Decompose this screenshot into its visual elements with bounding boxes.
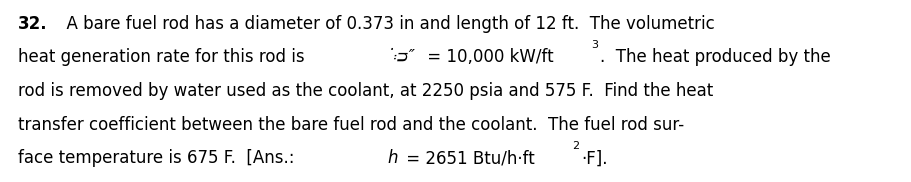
Text: 2: 2 [572,141,579,151]
Text: 3: 3 [591,40,598,50]
Text: .  The heat produced by the: . The heat produced by the [599,48,831,66]
Text: ̇ᴞ″: ̇ᴞ″ [394,48,415,66]
Text: h: h [387,149,397,167]
Text: rod is removed by water used as the coolant, at 2250 psia and 575 F.  Find the h: rod is removed by water used as the cool… [18,82,713,100]
Text: = 2651 Btu/h·ft: = 2651 Btu/h·ft [401,149,535,167]
Text: heat generation rate for this rod is: heat generation rate for this rod is [18,48,310,66]
Text: face temperature is 675 F.  [Ans.:: face temperature is 675 F. [Ans.: [18,149,305,167]
Text: A bare fuel rod has a diameter of 0.373 in and length of 12 ft.  The volumetric: A bare fuel rod has a diameter of 0.373 … [56,15,715,33]
Text: ·F].: ·F]. [582,149,609,167]
Text: 32.: 32. [18,15,47,33]
Text: = 10,000 kW/ft: = 10,000 kW/ft [422,48,553,66]
Text: transfer coefficient between the bare fuel rod and the coolant.  The fuel rod su: transfer coefficient between the bare fu… [18,116,684,134]
